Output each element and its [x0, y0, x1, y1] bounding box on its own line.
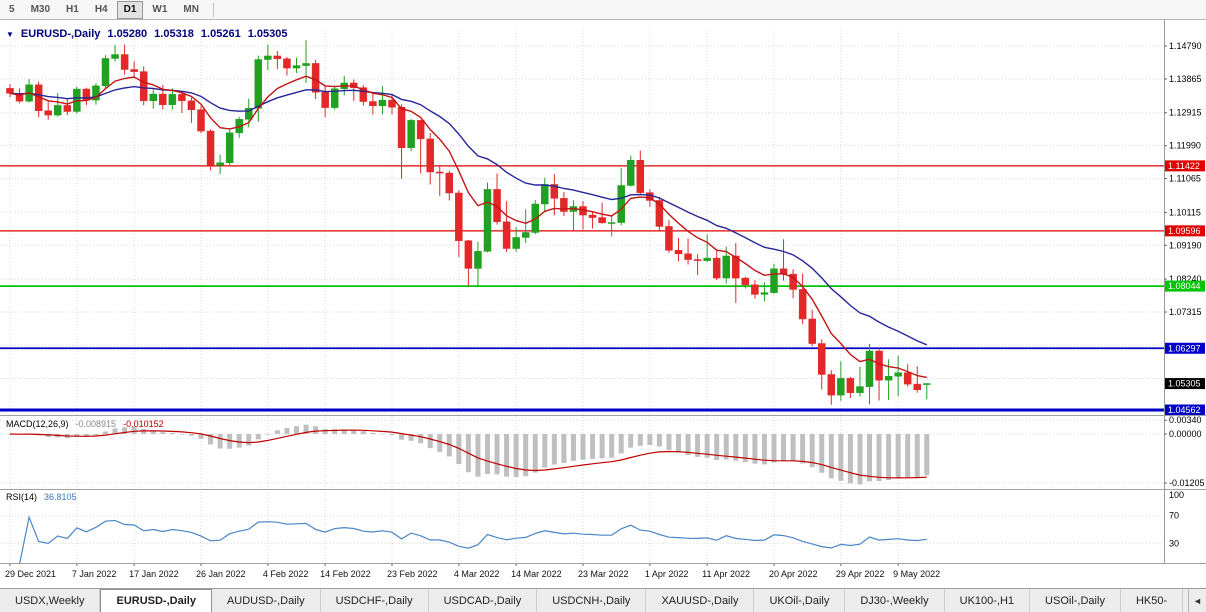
svg-text:1.10115: 1.10115: [1169, 207, 1201, 217]
candles-layer: [6, 40, 931, 405]
svg-text:14 Feb 2022: 14 Feb 2022: [320, 569, 371, 579]
svg-text:23 Feb 2022: 23 Feb 2022: [387, 569, 438, 579]
macd-value-main: -0.008915: [75, 419, 117, 429]
svg-text:4 Mar 2022: 4 Mar 2022: [454, 569, 500, 579]
svg-text:17 Jan 2022: 17 Jan 2022: [129, 569, 179, 579]
ohlc-close: 1.05305: [247, 28, 288, 40]
svg-text:11 Apr 2022: 11 Apr 2022: [702, 569, 750, 579]
svg-text:1.14790: 1.14790: [1169, 41, 1202, 51]
svg-text:-0.01205: -0.01205: [1169, 478, 1205, 488]
svg-text:1.12915: 1.12915: [1169, 108, 1202, 118]
macd-indicator-title: MACD(12,26,9) -0.008915 -0.010152: [6, 419, 164, 429]
ohlc-high: 1.05318: [154, 28, 194, 40]
slow-ma-line: [9, 85, 928, 346]
panel-separators[interactable]: [0, 415, 1206, 564]
svg-text:29 Dec 2021: 29 Dec 2021: [5, 569, 56, 579]
svg-text:0.00340: 0.00340: [1169, 415, 1202, 425]
svg-text:4 Feb 2022: 4 Feb 2022: [263, 569, 309, 579]
svg-text:14 Mar 2022: 14 Mar 2022: [511, 569, 562, 579]
symbol-tab-usdx-weekly[interactable]: USDX,Weekly: [0, 589, 101, 612]
price-axis[interactable]: 1.14790 1.13865 1.12915 1.11990 1.11065 1.101…: [1164, 20, 1205, 563]
svg-text:0.00000: 0.00000: [1169, 429, 1202, 439]
svg-text:1.09190: 1.09190: [1169, 240, 1202, 250]
ohlc-open: 1.05280: [107, 28, 148, 40]
symbol-tab-bar: USDX,Weekly EURUSD-,Daily AUDUSD-,Daily USD…: [0, 588, 1206, 612]
svg-text:70: 70: [1169, 511, 1179, 521]
symbol-tabs: USDX,Weekly EURUSD-,Daily AUDUSD-,Daily USD…: [0, 589, 1188, 612]
svg-text:1.08240: 1.08240: [1169, 274, 1202, 284]
svg-text:1.11422: 1.11422: [1168, 161, 1200, 171]
horizontal-level-lines[interactable]: [0, 165, 1164, 412]
symbol-tab-uk100-h1[interactable]: UK100-,H1: [944, 589, 1031, 612]
svg-text:1.08044: 1.08044: [1168, 281, 1201, 291]
tab-scroll-left-button[interactable]: ◄: [1188, 589, 1206, 612]
rsi-indicator-title: RSI(14) 36.8105: [6, 492, 77, 502]
symbol-tab-usdchf-daily[interactable]: USDCHF-,Daily: [320, 589, 429, 612]
chart-symbol-header: ▼ EURUSD-,Daily 1.05280 1.05318 1.05261 …: [6, 28, 287, 40]
chart-window[interactable]: 1.14790 1.13865 1.12915 1.11990 1.11065 1.101…: [0, 20, 1206, 588]
svg-text:1.06297: 1.06297: [1168, 343, 1201, 353]
svg-text:1.07315: 1.07315: [1169, 307, 1202, 317]
symbol-tab-audusd-daily[interactable]: AUDUSD-,Daily: [211, 589, 321, 612]
symbol-tab-xauusd-daily[interactable]: XAUUSD-,Daily: [646, 589, 755, 612]
symbol-tab-usdcnh-daily[interactable]: USDCNH-,Daily: [537, 589, 647, 612]
symbol-tab-ukoil-daily[interactable]: UKOil-,Daily: [754, 589, 846, 612]
timeframe-button-m30[interactable]: M30: [30, 3, 51, 15]
svg-text:1.11990: 1.11990: [1169, 141, 1201, 151]
rsi-value: 36.8105: [44, 492, 77, 502]
svg-text:20 Apr 2022: 20 Apr 2022: [769, 569, 818, 579]
rsi-label: RSI(14): [6, 492, 38, 502]
macd-signal-line: [9, 429, 927, 479]
timeframe-toolbar: 5 M30 H1 H4 D1 W1 MN: [0, 0, 1206, 20]
svg-text:1.05305: 1.05305: [1168, 379, 1201, 389]
symbol-dropdown-icon: ▼: [6, 29, 14, 39]
symbol-tab-dj30-weekly[interactable]: DJ30-,Weekly: [845, 589, 945, 612]
timeframe-button-5[interactable]: 5: [9, 3, 15, 15]
ohlc-low: 1.05261: [200, 28, 241, 40]
svg-text:1.13865: 1.13865: [1169, 74, 1202, 84]
chart-symbol-label: EURUSD-,Daily: [20, 28, 101, 40]
fast-ma-line: [9, 75, 927, 379]
timeframe-button-d1[interactable]: D1: [116, 0, 144, 19]
svg-text:100: 100: [1169, 490, 1184, 500]
macd-label: MACD(12,26,9): [6, 419, 69, 429]
svg-text:1.09596: 1.09596: [1168, 226, 1201, 236]
timeframe-button-w1[interactable]: W1: [152, 3, 168, 15]
svg-text:1.11065: 1.11065: [1169, 174, 1201, 184]
grid-layer: [0, 30, 1164, 563]
rsi-line: [18, 515, 927, 565]
symbol-tab-usoil-daily[interactable]: USOil-,Daily: [1030, 589, 1121, 612]
symbol-tab-hk50-[interactable]: HK50-: [1120, 589, 1184, 612]
svg-text:7 Jan 2022: 7 Jan 2022: [72, 569, 117, 579]
symbol-tab-eurusd-daily[interactable]: EURUSD-,Daily: [100, 589, 212, 612]
timeframe-button-h1[interactable]: H1: [66, 3, 79, 15]
price-chart-canvas[interactable]: 1.14790 1.13865 1.12915 1.11990 1.11065 1.101…: [0, 20, 1206, 588]
svg-text:23 Mar 2022: 23 Mar 2022: [578, 569, 629, 579]
timeframe-button-mn[interactable]: MN: [183, 3, 199, 15]
svg-text:9 May 2022: 9 May 2022: [893, 569, 940, 579]
macd-value-signal: -0.010152: [123, 419, 164, 429]
symbol-tab-usdcad-daily[interactable]: USDCAD-,Daily: [428, 589, 538, 612]
svg-text:1 Apr 2022: 1 Apr 2022: [645, 569, 689, 579]
toolbar-separator: [212, 2, 214, 17]
svg-text:26 Jan 2022: 26 Jan 2022: [196, 569, 246, 579]
timeframe-button-h4[interactable]: H4: [94, 3, 108, 15]
svg-text:30: 30: [1169, 538, 1179, 548]
svg-text:29 Apr 2022: 29 Apr 2022: [836, 569, 885, 579]
svg-text:1.04562: 1.04562: [1168, 405, 1201, 415]
date-axis[interactable]: 29 Dec 2021 7 Jan 2022 17 Jan 2022 26 Jan 2…: [5, 563, 940, 579]
